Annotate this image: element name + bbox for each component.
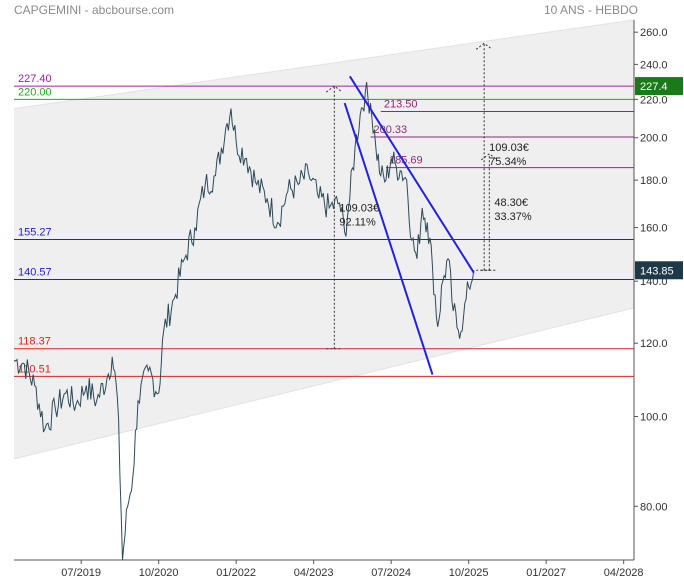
level-label: 110.51 bbox=[18, 363, 51, 375]
level-label: 140.57 bbox=[18, 267, 52, 279]
measure-arrowhead bbox=[481, 153, 498, 161]
level-label: 227.40 bbox=[18, 73, 52, 85]
measure-amount: 109.03€ bbox=[489, 142, 529, 154]
measure-arrowhead bbox=[475, 42, 493, 50]
chart-title: CAPGEMINI - abcbourse.com bbox=[14, 3, 175, 17]
level-label: 155.27 bbox=[18, 227, 52, 239]
price-series bbox=[13, 82, 475, 561]
y-tick-label: 120.0 bbox=[640, 338, 668, 350]
y-tick-label: 100.0 bbox=[640, 412, 668, 424]
measure-arrowhead bbox=[326, 85, 343, 93]
price-tag-label: 143.85 bbox=[640, 265, 674, 277]
measure-percent: 92.11% bbox=[339, 216, 376, 228]
x-tick-label: 01/2027 bbox=[526, 567, 566, 579]
x-tick-label: 07/2019 bbox=[61, 567, 101, 579]
trendline bbox=[348, 75, 475, 274]
measure-percent: 75.34% bbox=[489, 156, 527, 168]
x-tick-label: 07/2024 bbox=[371, 567, 411, 579]
y-tick-label: 260.0 bbox=[640, 27, 668, 39]
chart-period: 10 ANS - HEBDO bbox=[543, 3, 638, 17]
channel-lower-edge bbox=[13, 307, 635, 460]
trendlines bbox=[343, 75, 475, 375]
y-tick-label: 240.0 bbox=[640, 59, 668, 71]
channel-upper-edge bbox=[13, 19, 635, 110]
trendline bbox=[343, 102, 434, 375]
x-tick-label: 10/2025 bbox=[449, 567, 489, 579]
level-label: 213.50 bbox=[384, 98, 418, 110]
y-tick-label: 220.0 bbox=[640, 94, 668, 106]
level-label: 118.37 bbox=[18, 336, 51, 348]
y-tick-label: 200.0 bbox=[640, 133, 668, 145]
level-label: 200.33 bbox=[374, 124, 408, 136]
level-label: 220.00 bbox=[18, 86, 52, 98]
axes: 80.00100.0120.0140.0160.0180.0200.0220.0… bbox=[14, 20, 683, 579]
price-line bbox=[13, 82, 475, 561]
measure-percent: 33.37% bbox=[494, 211, 532, 223]
x-tick-label: 04/2023 bbox=[294, 567, 334, 579]
measure-amount: 48.30€ bbox=[494, 197, 528, 209]
x-tick-label: 10/2020 bbox=[139, 567, 179, 579]
measure-annotations: 109.03€ 92.11% 109.03€ 75.34% 48.30€ 33.37% bbox=[326, 42, 532, 350]
x-tick-label: 01/2022 bbox=[216, 567, 256, 579]
y-tick-label: 80.00 bbox=[640, 501, 668, 513]
level-label: 185.69 bbox=[389, 155, 423, 167]
price-tag bbox=[635, 261, 683, 280]
y-tick-label: 180.0 bbox=[640, 175, 668, 187]
measure-amount: 109.03€ bbox=[339, 202, 379, 214]
price-tag bbox=[635, 77, 683, 96]
price-tag-label: 227.4 bbox=[640, 81, 668, 93]
x-tick-label: 04/2028 bbox=[604, 567, 644, 579]
y-tick-label: 160.0 bbox=[640, 222, 668, 234]
